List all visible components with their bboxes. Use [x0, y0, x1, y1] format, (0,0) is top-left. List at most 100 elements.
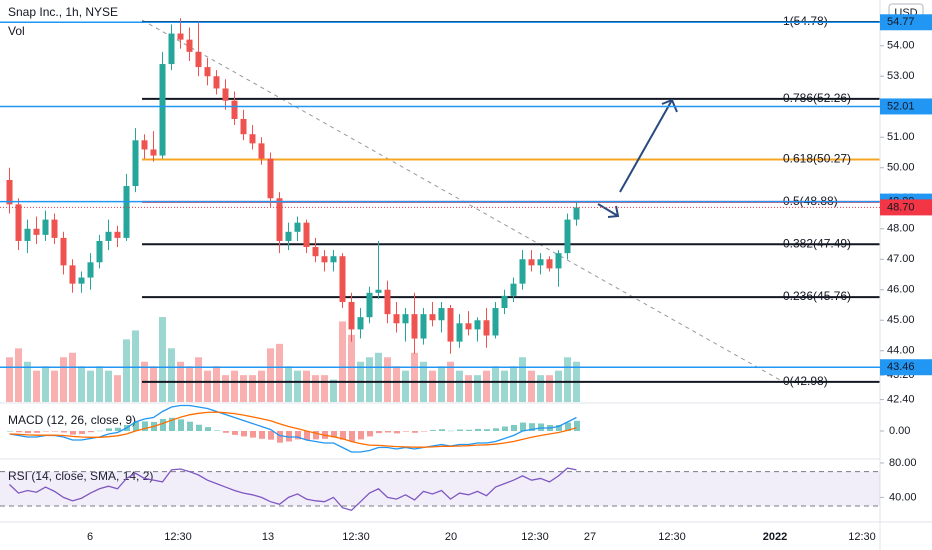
volume-bar	[366, 357, 373, 402]
candle-body	[321, 256, 328, 263]
macd-hist-bar	[421, 431, 427, 432]
candle-body	[42, 219, 49, 235]
fib-label: 0.786(52.26)	[783, 91, 851, 105]
candle-body	[222, 88, 229, 101]
volume-bar	[564, 357, 571, 402]
volume-bar	[375, 352, 382, 402]
candle-body	[213, 76, 220, 89]
candle-body	[555, 253, 562, 269]
candle-body	[348, 301, 355, 330]
volume-bar	[474, 375, 481, 402]
volume-bar	[258, 370, 265, 402]
candle-body	[330, 256, 337, 263]
candle-body	[69, 265, 76, 284]
x-tick-label: 13	[262, 531, 274, 543]
candle-body	[375, 289, 382, 293]
macd-hist-bar	[52, 431, 58, 432]
macd-label: MACD (12, 26, close, 9)	[8, 413, 136, 427]
volume-bar	[105, 370, 112, 402]
macd-hist-bar	[286, 431, 292, 442]
macd-hist-bar	[385, 431, 391, 433]
volume-bar	[240, 375, 247, 402]
volume-bar	[33, 370, 40, 402]
candle-body	[393, 314, 400, 324]
price-label-box	[880, 98, 932, 115]
volume-bar	[402, 370, 409, 402]
volume-bar	[186, 366, 193, 402]
candle-body	[15, 204, 22, 241]
y-tick-label: 51.00	[887, 131, 915, 143]
macd-hist-bar	[466, 429, 472, 431]
macd-hist-bar	[412, 431, 418, 433]
volume-bar	[60, 357, 67, 402]
macd-hist-bar	[304, 431, 310, 440]
macd-hist-bar	[34, 431, 40, 433]
macd-hist-bar	[295, 431, 301, 440]
candle-body	[258, 143, 265, 159]
macd-hist-bar	[115, 427, 121, 431]
volume-bar	[69, 352, 76, 402]
macd-hist-bar	[250, 431, 256, 438]
macd-hist-bar	[178, 419, 184, 431]
volume-bar	[492, 366, 499, 402]
y-tick-label: 46.00	[887, 284, 915, 296]
macd-hist-bar	[367, 431, 373, 437]
chart-title: Snap Inc., 1h, NYSE	[8, 5, 118, 19]
volume-bar	[555, 370, 562, 402]
fib-label: 0.236(45.76)	[783, 289, 851, 303]
macd-hist-bar	[520, 422, 526, 431]
macd-hist-bar	[160, 419, 166, 431]
candle-body	[456, 323, 463, 342]
volume-bar	[132, 330, 139, 402]
macd-hist-bar	[169, 417, 175, 431]
price-label-box	[880, 359, 932, 376]
x-tick-label: 27	[584, 531, 596, 543]
x-tick-label: 6	[87, 531, 93, 543]
candle-body	[276, 198, 283, 241]
candle-body	[366, 292, 373, 318]
volume-bar	[510, 366, 517, 402]
y-tick-label: 48.00	[887, 223, 915, 235]
volume-bar	[222, 375, 229, 402]
macd-hist-bar	[7, 431, 13, 432]
macd-line	[9, 404, 577, 453]
macd-hist-bar	[331, 431, 337, 438]
candle-body	[177, 33, 184, 40]
volume-bar	[465, 375, 472, 402]
candle-body	[339, 256, 346, 302]
candle-body	[420, 314, 427, 339]
candle-body	[357, 317, 364, 330]
candle-body	[429, 314, 436, 321]
macd-hist-bar	[565, 422, 571, 431]
candle-body	[150, 149, 157, 156]
candle-body	[546, 259, 553, 269]
macd-hist-bar	[403, 431, 409, 432]
volume-bar	[6, 357, 13, 402]
macd-hist-bar	[214, 430, 220, 431]
macd-hist-bar	[484, 429, 490, 431]
volume-bar	[78, 366, 85, 402]
volume-bar	[537, 375, 544, 402]
y-tick-label: 45.00	[887, 314, 915, 326]
candle-body	[141, 140, 148, 150]
candle-body	[564, 219, 571, 254]
candle-body	[285, 231, 292, 241]
macd-hist-bar	[88, 431, 94, 433]
macd-hist-bar	[223, 431, 229, 433]
x-tick-label: 12:30	[521, 531, 549, 543]
macd-hist-bar	[133, 422, 139, 431]
candle-body	[33, 228, 40, 235]
candle-body	[24, 228, 31, 241]
macd-hist-bar	[457, 429, 463, 431]
macd-hist-bar	[106, 428, 112, 431]
macd-hist-bar	[349, 431, 355, 442]
candle-body	[87, 262, 94, 278]
fib-label: 0.382(47.49)	[783, 236, 851, 250]
volume-bar	[42, 366, 49, 402]
macd-hist-bar	[142, 421, 148, 431]
x-tick-label: 12:30	[342, 531, 370, 543]
trend-line	[141, 19, 781, 381]
macd-hist-bar	[205, 427, 211, 431]
y-tick-label: 54.00	[887, 40, 915, 52]
candle-body	[195, 51, 202, 68]
